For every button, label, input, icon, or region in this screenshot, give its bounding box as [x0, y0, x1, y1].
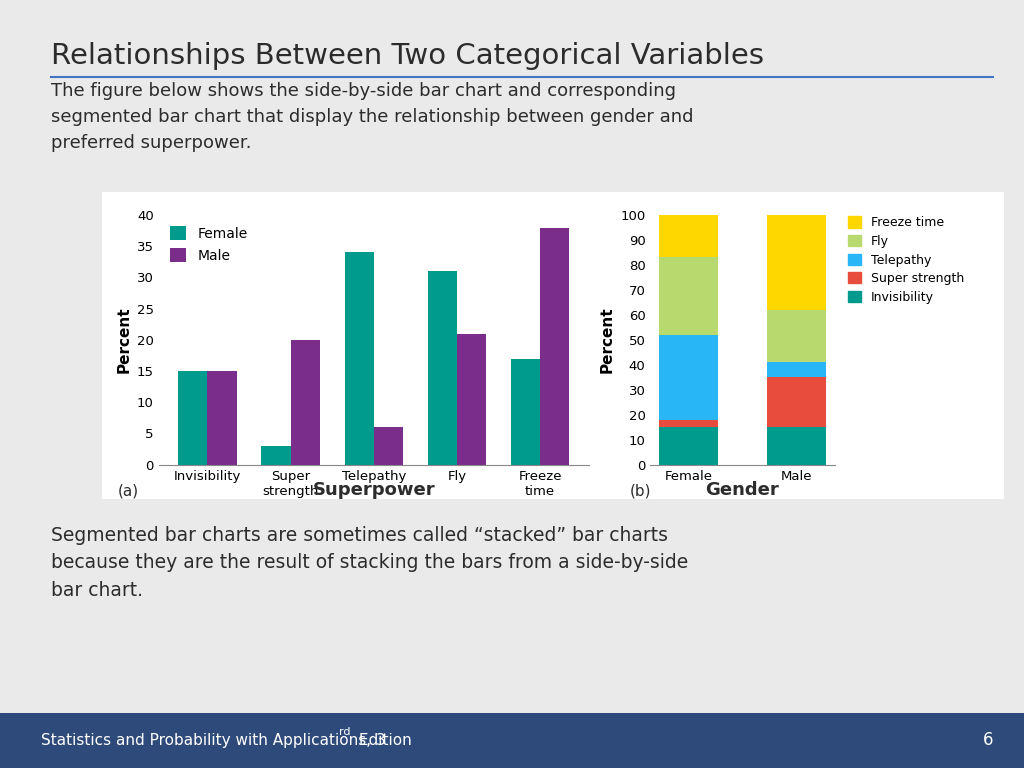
Bar	[178, 371, 208, 465]
Bar	[767, 362, 826, 377]
Bar	[540, 227, 569, 465]
Bar	[658, 257, 718, 335]
Text: 6: 6	[983, 731, 993, 750]
Text: The figure below shows the side-by-side bar chart and corresponding
segmented ba: The figure below shows the side-by-side …	[51, 82, 693, 151]
Y-axis label: Percent: Percent	[117, 306, 131, 373]
Text: (b): (b)	[630, 483, 651, 498]
Text: Edition: Edition	[353, 733, 412, 748]
Text: Gender: Gender	[706, 482, 779, 499]
Bar	[658, 419, 718, 427]
Bar	[208, 371, 237, 465]
Bar	[261, 446, 291, 465]
Text: Superpower: Superpower	[312, 482, 435, 499]
Bar	[658, 427, 718, 465]
Bar	[767, 310, 826, 362]
Bar	[345, 253, 374, 465]
Bar	[291, 339, 319, 465]
Y-axis label: Percent: Percent	[600, 306, 614, 373]
Bar	[658, 215, 718, 257]
Bar	[428, 271, 457, 465]
Bar	[658, 335, 718, 419]
Bar	[457, 333, 486, 465]
Bar	[767, 377, 826, 427]
Bar	[511, 359, 540, 465]
Text: (a): (a)	[118, 483, 139, 498]
Text: Segmented bar charts are sometimes called “stacked” bar charts
because they are : Segmented bar charts are sometimes calle…	[51, 526, 688, 600]
Bar	[374, 427, 402, 465]
Legend: Female, Male: Female, Male	[166, 222, 252, 266]
Text: rd: rd	[339, 727, 351, 737]
Text: Relationships Between Two Categorical Variables: Relationships Between Two Categorical Va…	[51, 42, 764, 70]
Bar	[767, 427, 826, 465]
Legend: Freeze time, Fly, Telepathy, Super strength, Invisibility: Freeze time, Fly, Telepathy, Super stren…	[848, 217, 964, 304]
Text: Statistics and Probability with Applications, 3: Statistics and Probability with Applicat…	[41, 733, 386, 748]
Bar	[767, 215, 826, 310]
